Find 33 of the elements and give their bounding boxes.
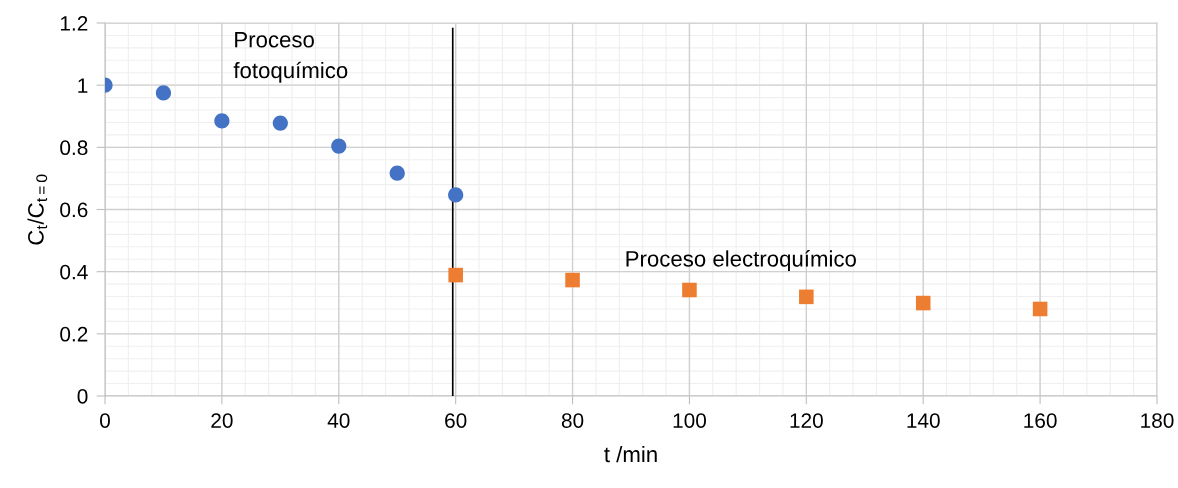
x-tick-label: 80	[561, 413, 584, 428]
y-tick-label: 0.8	[60, 140, 88, 156]
y-tick-label: 0.2	[60, 326, 88, 342]
x-tick-label: 0	[100, 413, 110, 428]
point	[799, 289, 814, 305]
x-tick-label: 140	[907, 413, 940, 428]
x-axis-title: t /min	[604, 445, 657, 463]
y-tick-label: 0.4	[60, 264, 88, 280]
x-tick-label: 100	[673, 413, 707, 428]
annotation: Proceso electroquímico	[626, 250, 856, 272]
x-tick-label: 40	[327, 413, 350, 428]
y-axis-title: C$_{t}$/C$_{t=0}$	[27, 174, 48, 245]
x-tick-label: 20	[211, 413, 233, 428]
point	[272, 115, 288, 131]
point	[389, 165, 405, 181]
annotation: Proceso fotoquímico	[233, 31, 348, 83]
y-tick-label: 0	[77, 389, 88, 404]
x-tick-label: 160	[1024, 413, 1057, 428]
y-tick-label: 0.6	[60, 202, 88, 218]
point	[331, 138, 347, 154]
x-tick-label: 120	[790, 413, 823, 428]
point	[565, 272, 580, 288]
y-tick-label: 1	[78, 78, 88, 93]
point	[448, 187, 464, 203]
point	[214, 113, 230, 129]
x-tick-label: 60	[445, 413, 467, 428]
point	[155, 85, 172, 101]
point	[448, 267, 463, 283]
x-tick-label: 180	[1141, 413, 1174, 428]
y-tick-label: 1.2	[60, 16, 88, 31]
point	[682, 282, 697, 298]
point	[915, 295, 931, 311]
point	[1032, 301, 1048, 317]
